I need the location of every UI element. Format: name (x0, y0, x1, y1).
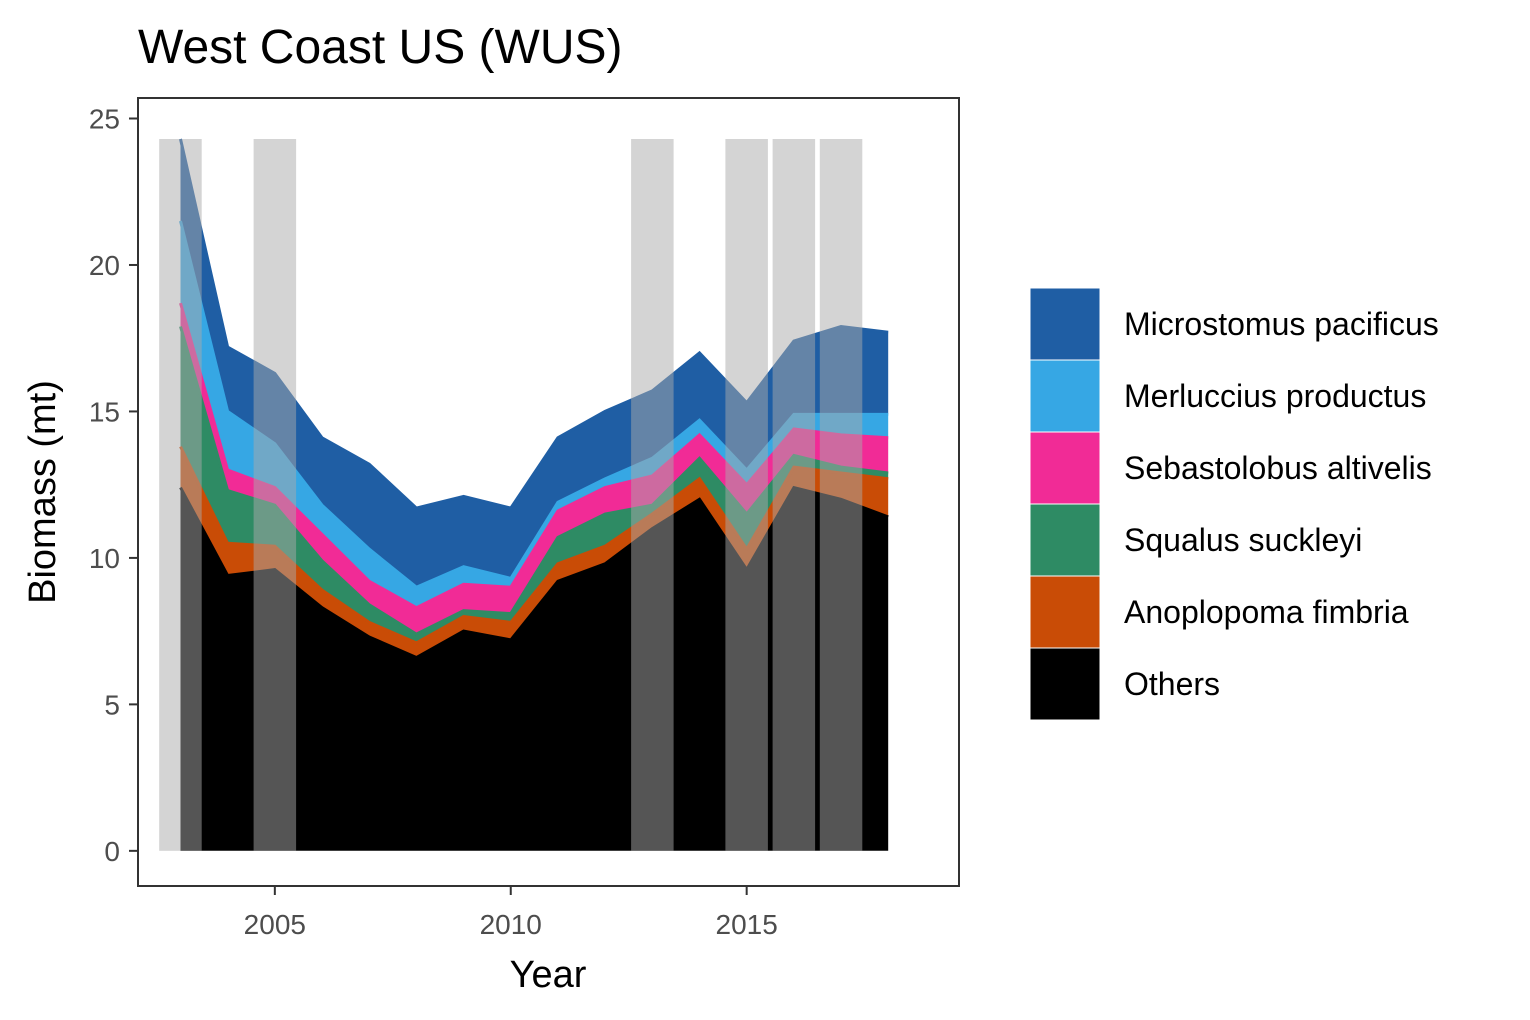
legend-label-squalus-suckleyi: Squalus suckleyi (1124, 522, 1362, 558)
area-microstomus-pacificus (180, 139, 889, 588)
line-merluccius-productus (179, 220, 889, 589)
shaded-band-2015 (725, 139, 768, 851)
area-squalus-suckleyi (180, 326, 889, 643)
line-others (179, 485, 889, 660)
y-tick-label: 10 (89, 543, 120, 574)
area-others (180, 487, 889, 851)
panel-border (137, 97, 960, 887)
line-sebastolobus-altivelis (179, 302, 889, 610)
shaded-band-2016 (772, 139, 816, 851)
shaded-band-2003 (159, 139, 202, 851)
x-axis-title: Year (510, 954, 587, 996)
area-sebastolobus-altivelis (180, 303, 889, 635)
y-tick-label: 5 (104, 689, 120, 720)
legend-key-microstomus-pacificus (1029, 287, 1101, 361)
x-tick-label: 2010 (480, 909, 542, 940)
shaded-band-2013 (631, 139, 674, 851)
legend-label-sebastolobus-altivelis: Sebastolobus altivelis (1124, 450, 1432, 486)
legend: Microstomus pacificus Merluccius productu… (1029, 287, 1439, 721)
legend-label-anoplopoma-fimbria: Anoplopoma fimbria (1124, 594, 1409, 630)
legend-key-merluccius-productus (1029, 359, 1101, 433)
legend-label-others: Others (1124, 666, 1220, 702)
y-axis-title: Biomass (mt) (22, 380, 64, 604)
shaded-year-bands (159, 139, 863, 851)
y-tick-label: 20 (89, 250, 120, 281)
legend-label-merluccius-productus: Merluccius productus (1124, 378, 1426, 414)
shaded-band-2017 (819, 139, 863, 851)
legend-key-anoplopoma-fimbria (1029, 575, 1101, 649)
y-tick-label: 25 (89, 104, 120, 135)
legend-key-others (1029, 647, 1101, 721)
legend-label-microstomus-pacificus: Microstomus pacificus (1124, 306, 1439, 342)
x-axis: 2005 2010 2015 (244, 886, 778, 940)
x-tick-label: 2015 (716, 909, 778, 940)
shaded-band-2005 (253, 139, 297, 851)
legend-key-sebastolobus-altivelis (1029, 431, 1101, 505)
y-axis: 0 5 10 15 20 25 (89, 104, 138, 867)
y-tick-label: 0 (104, 836, 120, 867)
x-tick-label: 2005 (244, 909, 306, 940)
area-anoplopoma-fimbria (180, 446, 889, 658)
series-top-lines (179, 138, 889, 660)
line-squalus-suckleyi (179, 326, 889, 636)
y-tick-label: 15 (89, 396, 120, 427)
line-anoplopoma-fimbria (179, 445, 889, 645)
legend-key-squalus-suckleyi (1029, 503, 1101, 577)
line-microstomus-pacificus (179, 138, 889, 510)
chart-title: West Coast US (WUS) (138, 21, 623, 74)
stacked-areas (180, 139, 889, 851)
